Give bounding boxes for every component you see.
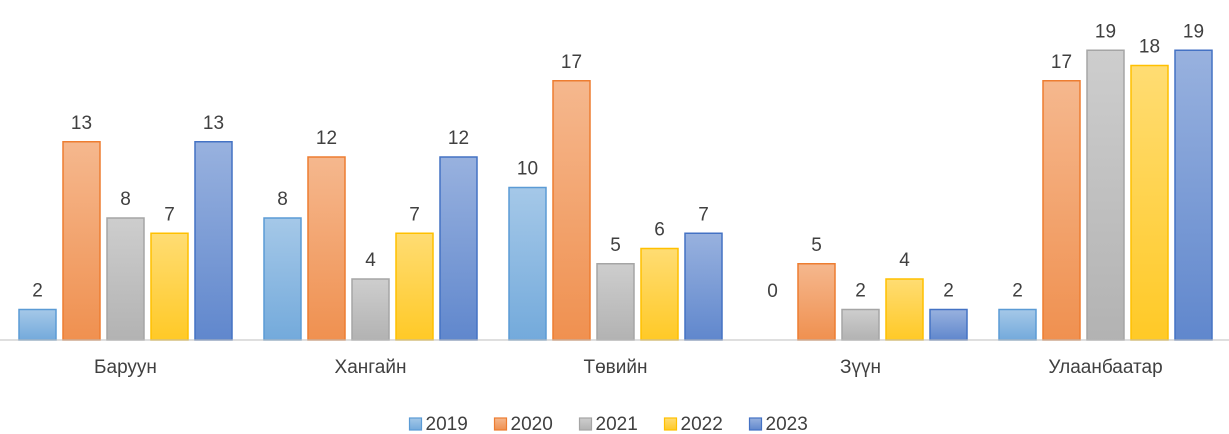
legend-swatch: [663, 417, 678, 431]
bar: [998, 308, 1037, 341]
value-label: 2: [1012, 281, 1023, 302]
bar: [106, 217, 145, 341]
bar: [395, 232, 434, 341]
bar: [885, 278, 924, 341]
value-label: 2: [32, 281, 43, 302]
bar: [351, 278, 390, 341]
value-label: 7: [164, 204, 175, 225]
x-tick-label: Төвийн: [584, 357, 648, 378]
value-label: 4: [899, 250, 910, 271]
legend-label: 2020: [511, 414, 553, 434]
value-label: 7: [698, 204, 709, 225]
legend-swatch: [408, 417, 423, 431]
bar: [1086, 49, 1125, 341]
value-label: 17: [561, 52, 582, 73]
value-label: 19: [1095, 21, 1116, 42]
x-tick-label: Баруун: [94, 357, 157, 378]
value-label: 5: [610, 235, 621, 256]
value-label: 4: [365, 250, 376, 271]
x-tick-label: Улаанбаатар: [1048, 357, 1162, 378]
bar: [307, 156, 346, 341]
legend-swatch: [493, 417, 508, 431]
value-label: 17: [1051, 52, 1072, 73]
bar: [150, 232, 189, 341]
bar: [552, 80, 591, 341]
bar: [841, 308, 880, 341]
bar: [929, 308, 968, 341]
value-label: 8: [120, 189, 131, 210]
legend-swatch: [578, 417, 593, 431]
bar: [439, 156, 478, 341]
legend-label: 2022: [681, 414, 723, 434]
value-label: 13: [203, 113, 224, 134]
x-tick-label: Зүүн: [840, 357, 881, 378]
value-label: 0: [767, 281, 778, 302]
legend-label: 2019: [426, 414, 468, 434]
value-label: 7: [409, 204, 420, 225]
bar: [263, 217, 302, 341]
value-label: 5: [811, 235, 822, 256]
value-label: 13: [71, 113, 92, 134]
bar: [194, 141, 233, 341]
bar: [684, 232, 723, 341]
legend-swatch: [748, 417, 763, 431]
value-label: 2: [855, 281, 866, 302]
value-label: 10: [517, 159, 538, 180]
value-label: 8: [277, 189, 288, 210]
bar: [596, 263, 635, 341]
value-label: 12: [448, 128, 469, 149]
bar: [1042, 80, 1081, 341]
bar: [508, 186, 547, 341]
legend-label: 2023: [766, 414, 808, 434]
bar: [1174, 49, 1213, 341]
bar: [797, 263, 836, 341]
value-label: 6: [654, 220, 665, 241]
bar: [640, 247, 679, 341]
bar: [62, 141, 101, 341]
bar: [18, 308, 57, 341]
value-label: 12: [316, 128, 337, 149]
legend-label: 2021: [596, 414, 638, 434]
bar: [1130, 64, 1169, 341]
value-label: 19: [1183, 21, 1204, 42]
value-label: 18: [1139, 37, 1160, 58]
value-label: 2: [943, 281, 954, 302]
x-tick-label: Хангайн: [335, 357, 407, 378]
